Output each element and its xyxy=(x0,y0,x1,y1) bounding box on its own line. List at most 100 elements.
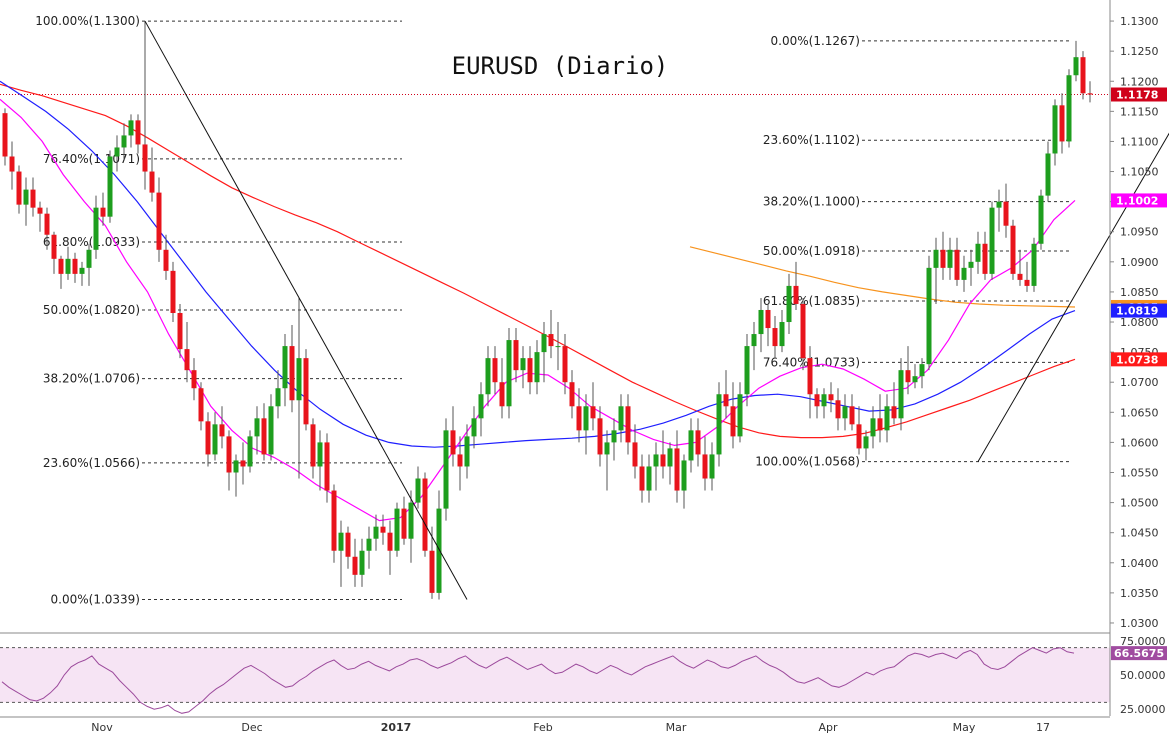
indicator-badge: 1.0819 xyxy=(1116,305,1158,318)
candle-up xyxy=(128,120,134,136)
candle-up xyxy=(898,370,904,419)
candle-up xyxy=(86,249,92,268)
candle-down xyxy=(149,171,155,193)
candle-down xyxy=(170,270,176,313)
candle-down xyxy=(877,418,883,431)
candle-down xyxy=(401,508,407,539)
candle-up xyxy=(821,394,827,407)
sma-red-line xyxy=(0,83,1076,439)
candle-up xyxy=(233,460,239,473)
fib-right-label: 100.00%(1.0568) xyxy=(755,455,860,469)
rsi-value-badge-bg xyxy=(1111,646,1167,661)
candle-up xyxy=(394,508,400,551)
price-tick-label: 1.0950 xyxy=(1120,226,1159,239)
price-tick-label: 1.0700 xyxy=(1120,376,1159,389)
indicator-badge: 1.1002 xyxy=(1116,194,1158,207)
price-tick-label: 1.0900 xyxy=(1120,256,1159,269)
candle-up xyxy=(618,406,624,431)
candle-down xyxy=(982,243,988,274)
candle-up xyxy=(996,201,1002,208)
candle-up xyxy=(471,418,477,437)
candle-up xyxy=(583,406,589,431)
candle-down xyxy=(380,526,386,533)
last-price-badge-bg xyxy=(1111,87,1167,102)
candle-up xyxy=(485,358,491,395)
last-price-badge: 1.1178 xyxy=(1116,88,1158,101)
candle-up xyxy=(254,418,260,437)
candle-down xyxy=(660,454,666,467)
candle-up xyxy=(555,346,561,348)
candle-down xyxy=(198,388,204,422)
candle-up xyxy=(247,436,253,467)
candle-up xyxy=(212,424,218,455)
candle-down xyxy=(422,478,428,551)
candle-down xyxy=(772,328,778,347)
candle-down xyxy=(450,430,456,455)
price-tick-label: 1.0500 xyxy=(1120,497,1159,510)
candle-down xyxy=(828,394,834,401)
candle-up xyxy=(408,502,414,539)
candle-down xyxy=(1003,201,1009,226)
candle-down xyxy=(723,394,729,407)
candle-up xyxy=(842,406,848,419)
candle-up xyxy=(933,249,939,268)
price-tick-label: 1.0400 xyxy=(1120,557,1159,570)
rsi-value-badge: 66.5675 xyxy=(1114,647,1164,660)
candle-up xyxy=(366,538,372,551)
candle-down xyxy=(1010,225,1016,274)
candle-up xyxy=(926,267,932,365)
price-tick-label: 1.0600 xyxy=(1120,436,1159,449)
candle-up xyxy=(716,394,722,455)
price-tick-label: 1.0550 xyxy=(1120,466,1159,479)
candle-down xyxy=(576,406,582,431)
candle-up xyxy=(541,334,547,353)
candle-down xyxy=(674,448,680,491)
candle-down xyxy=(590,406,596,419)
indicator-badge-bg xyxy=(1111,303,1167,318)
candle-up xyxy=(1073,57,1079,76)
candle-down xyxy=(191,370,197,389)
candle-up xyxy=(268,406,274,455)
candle-up xyxy=(968,261,974,268)
candle-down xyxy=(177,312,183,350)
candle-down xyxy=(30,189,36,208)
candle-up xyxy=(1031,243,1037,286)
candle-down xyxy=(72,258,78,274)
candle-down xyxy=(730,406,736,437)
candle-down xyxy=(513,340,519,371)
candle-down xyxy=(156,192,162,250)
fib-right-label: 50.00%(1.0918) xyxy=(763,244,860,258)
fib-right-label: 0.00%(1.1267) xyxy=(771,34,860,48)
candle-up xyxy=(912,376,918,383)
candlesticks xyxy=(2,21,1093,600)
price-tick-label: 1.0850 xyxy=(1120,286,1159,299)
candle-up xyxy=(1052,105,1058,154)
candle-down xyxy=(429,550,435,593)
rsi-tick-label: 25.0000 xyxy=(1120,703,1166,716)
candle-down xyxy=(16,171,22,205)
time-tick-label: Apr xyxy=(818,721,838,734)
candle-down xyxy=(765,309,771,329)
price-tick-label: 1.1100 xyxy=(1120,135,1159,148)
fib-right-label: 38.20%(1.1000) xyxy=(763,195,860,209)
candle-down xyxy=(51,234,57,259)
candle-up xyxy=(107,156,113,217)
candle-up xyxy=(653,454,659,467)
sma-orange-line xyxy=(689,246,1076,308)
candle-up xyxy=(121,135,127,148)
candle-up xyxy=(534,352,540,383)
price-tick-label: 1.1050 xyxy=(1120,166,1159,179)
candle-down xyxy=(226,436,232,473)
candle-down xyxy=(807,358,813,395)
fib-left-label: 100.00%(1.1300) xyxy=(35,14,140,28)
candle-down xyxy=(352,556,358,575)
candle-up xyxy=(296,358,302,401)
candle-up xyxy=(1038,195,1044,244)
candle-down xyxy=(548,334,554,347)
candle-up xyxy=(282,346,288,389)
candle-up xyxy=(114,147,120,157)
price-tick-label: 1.0450 xyxy=(1120,527,1159,540)
fib-left-label: 61.80%(1.0933) xyxy=(43,235,140,249)
